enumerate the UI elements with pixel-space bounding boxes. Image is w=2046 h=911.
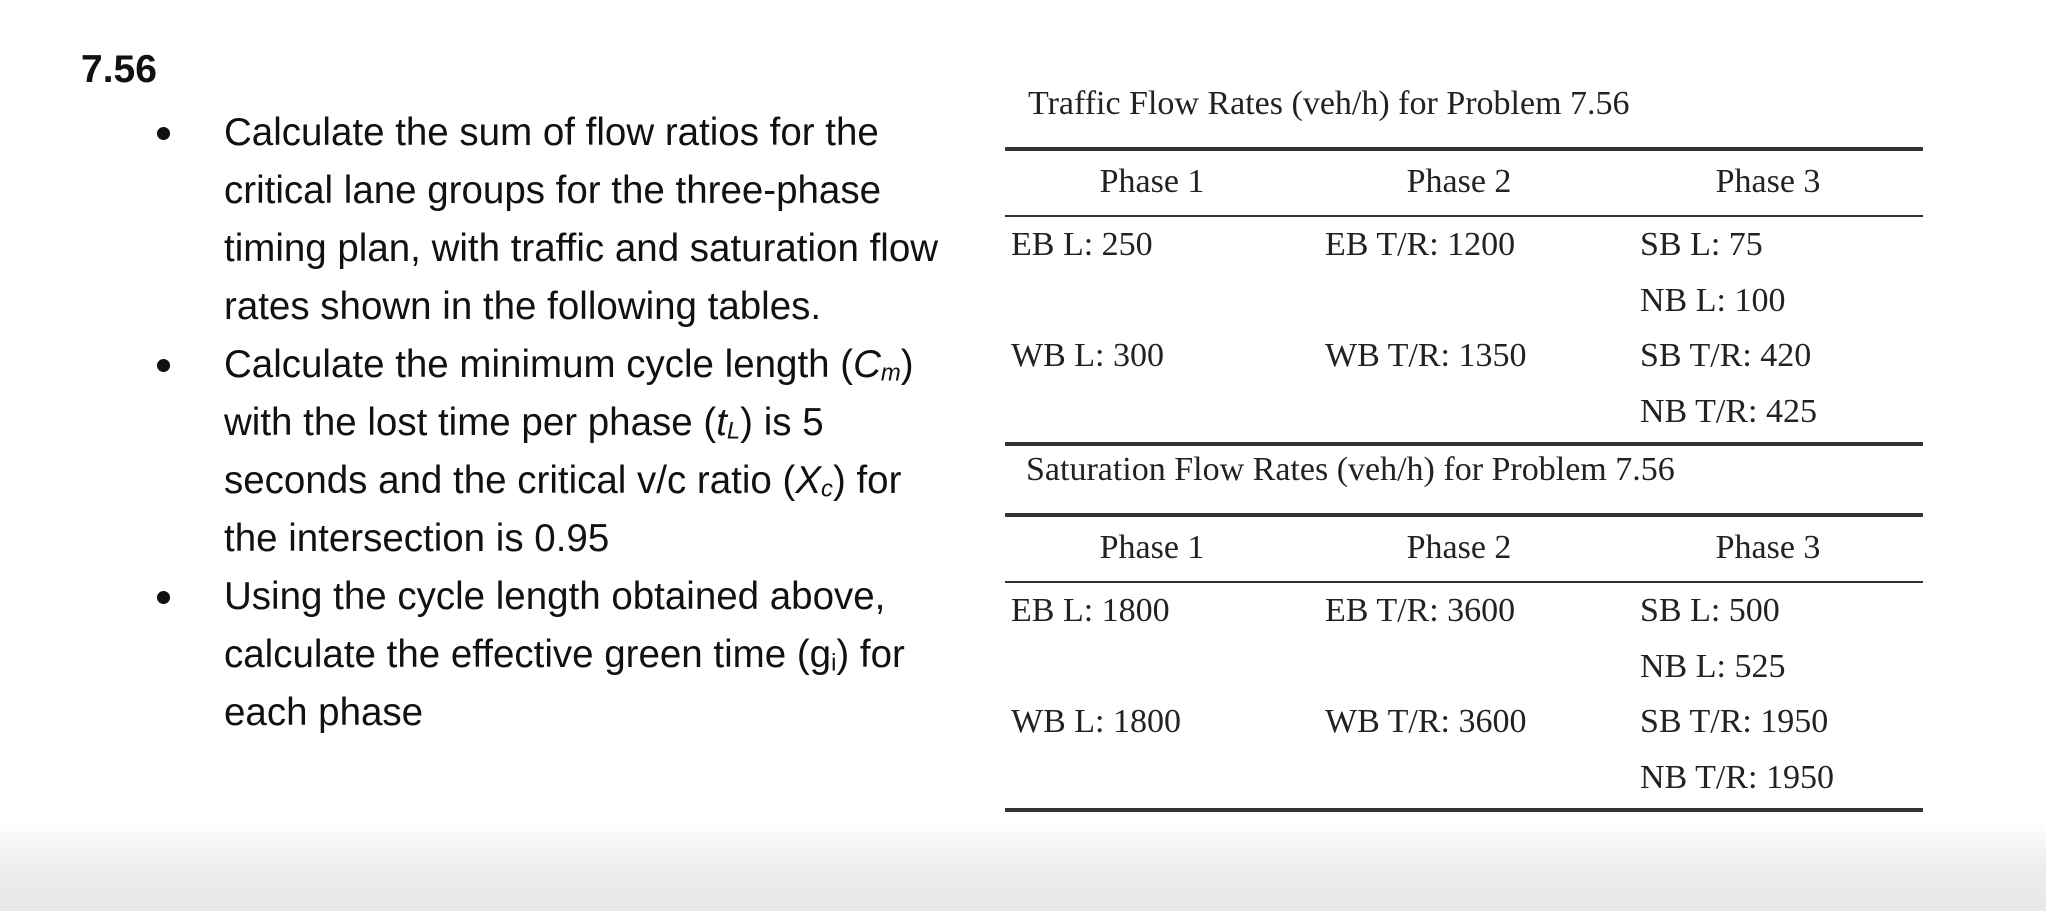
rule — [1005, 808, 1923, 812]
rule — [1005, 581, 1923, 583]
text: ) for the intersection is 0.95 — [224, 459, 902, 560]
column-header: Phase 2 — [1406, 529, 1512, 566]
cell: SB T/R: 1950 — [1640, 703, 1829, 740]
cell: SB T/R: 420 — [1640, 337, 1812, 374]
cell: SB L: 75 — [1640, 226, 1763, 263]
table-title: Traffic Flow Rates (veh/h) for Problem 7… — [1028, 85, 1630, 122]
cell: WB L: 300 — [1011, 337, 1164, 374]
text: ) for each phase — [224, 633, 905, 734]
text: ) is 5 seconds and the critical v/c rati… — [224, 401, 824, 502]
rule — [1005, 442, 1923, 446]
cell: EB L: 250 — [1011, 226, 1153, 263]
text: Calculate the sum of flow ratios for the… — [224, 111, 939, 328]
cell: EB L: 1800 — [1011, 592, 1170, 629]
cell: EB T/R: 3600 — [1325, 592, 1516, 629]
column-header: Phase 1 — [1099, 163, 1205, 200]
rule — [1005, 215, 1923, 217]
bullet-list: Calculate the sum of flow ratios for the… — [157, 104, 944, 742]
cell: WB L: 1800 — [1011, 703, 1181, 740]
text: ) with the lost time per phase ( — [224, 343, 914, 444]
column-header: Phase 1 — [1099, 529, 1205, 566]
symbol: C — [853, 343, 881, 386]
cell: WB T/R: 3600 — [1325, 703, 1527, 740]
subscript: c — [821, 475, 833, 503]
cell: NB T/R: 425 — [1640, 393, 1817, 430]
subscript: m — [880, 359, 901, 387]
symbol: X — [795, 459, 822, 502]
problem-number: 7.56 — [81, 48, 157, 91]
cell: NB L: 100 — [1640, 282, 1786, 319]
bullet: Calculate the minimum cycle length (Cm) … — [157, 336, 944, 568]
bullet: Using the cycle length obtained above, c… — [157, 568, 944, 742]
column-header: Phase 2 — [1406, 163, 1512, 200]
text: Calculate the minimum cycle length ( — [224, 343, 854, 386]
cell: SB L: 500 — [1640, 592, 1780, 629]
column-header: Phase 3 — [1715, 163, 1821, 200]
cell: NB T/R: 1950 — [1640, 759, 1834, 796]
tables: Traffic Flow Rates (veh/h) for Problem 7… — [1000, 0, 1924, 911]
rule — [1005, 147, 1923, 151]
bullet: Calculate the sum of flow ratios for the… — [157, 104, 944, 336]
cell: EB T/R: 1200 — [1325, 226, 1516, 263]
column-header: Phase 3 — [1715, 529, 1821, 566]
subscript: L — [726, 417, 741, 445]
rule — [1005, 513, 1923, 517]
table-title: Saturation Flow Rates (veh/h) for Proble… — [1026, 451, 1675, 488]
subscript: i — [831, 649, 837, 677]
symbol: t — [716, 401, 727, 444]
cell: WB T/R: 1350 — [1325, 337, 1527, 374]
cell: NB L: 525 — [1640, 648, 1786, 685]
text: Using the cycle length obtained above, c… — [224, 575, 886, 676]
